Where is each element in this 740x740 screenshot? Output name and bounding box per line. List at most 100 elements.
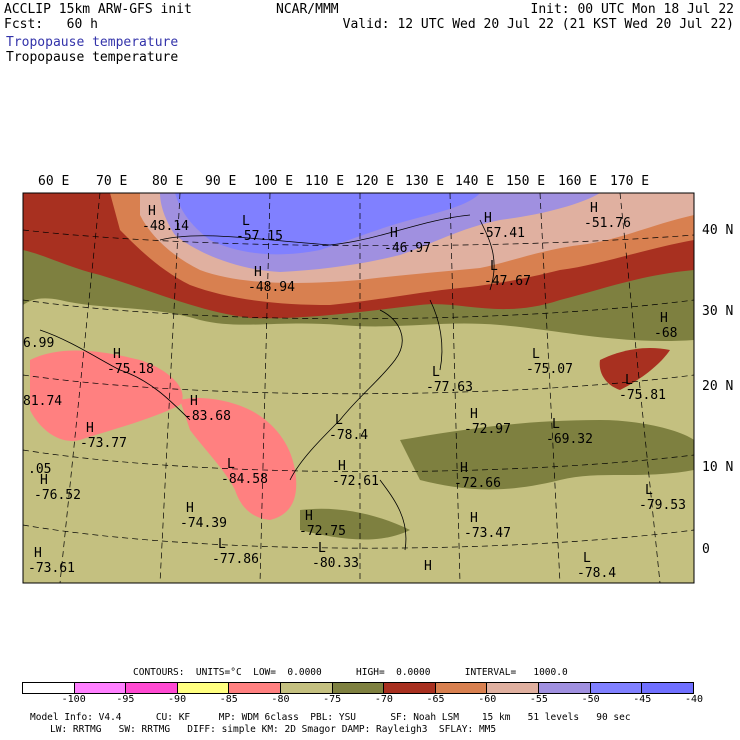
longitude-label: 80 E [152, 174, 183, 189]
extremum-marker: H [34, 546, 42, 561]
longitude-label: 60 E [38, 174, 69, 189]
model-info-line1: Model Info: V4.4 CU: KF MP: WDM 6class P… [30, 712, 631, 723]
longitude-label: 160 E [558, 174, 597, 189]
extremum-marker: H [254, 265, 262, 280]
legend-color-cell [177, 683, 230, 693]
longitude-label: 120 E [355, 174, 394, 189]
header-init-time: Init: 00 UTC Mon 18 Jul 22 [530, 2, 735, 17]
latitude-labels: 40 N 30 N 20 N 10 N 0 [702, 223, 733, 557]
extremum-value: -72.97 [464, 422, 511, 437]
extremum-marker: H [590, 201, 598, 216]
legend-tick-label: -80 [271, 694, 290, 705]
contours-info: CONTOURS: UNITS=°C LOW= 0.0000 HIGH= 0.0… [133, 667, 568, 678]
legend-tick-label: -65 [426, 694, 445, 705]
extremum-marker: H [186, 501, 194, 516]
field-title-plain: Tropopause temperature [6, 50, 179, 65]
legend-color-cell [229, 683, 282, 693]
legend-tick-label: -100 [61, 694, 86, 705]
legend-tick-label: -40 [684, 694, 704, 705]
legend-color-cell [487, 683, 540, 693]
extremum-value: 6.99 [23, 336, 54, 351]
extremum-marker: H [338, 459, 346, 474]
extremum-value: -76.52 [34, 488, 81, 503]
extremum-marker: L [432, 365, 440, 380]
legend-color-cell [281, 683, 333, 693]
legend-tick-label: -50 [581, 694, 600, 705]
longitude-label: 110 E [305, 174, 344, 189]
model-info-line2: LW: RRTMG SW: RRTMG DIFF: simple KM: 2D … [50, 724, 497, 735]
extremum-marker: H [660, 311, 668, 326]
longitude-label: 100 E [254, 174, 293, 189]
color-legend-bar [22, 682, 694, 694]
color-legend-ticks: -100 -95 -90 -85 -80 -75 -70 -65 -60 -55 -50 -45 -40… [0, 694, 740, 708]
latitude-label: 40 N [702, 223, 733, 238]
legend-tick-label: -60 [478, 694, 497, 705]
graticule [23, 193, 694, 583]
legend-color-cell [642, 683, 693, 693]
extremum-marker: L [227, 457, 235, 472]
extremum-marker: L [645, 483, 653, 498]
legend-color-cell [590, 683, 643, 693]
extremum-marker: H [470, 511, 478, 526]
extremum-value: -57.41 [478, 226, 525, 241]
extremum-value: 81.74 [23, 394, 62, 409]
longitude-label: 90 E [205, 174, 236, 189]
extremum-value: -72.61 [332, 474, 379, 489]
extremum-value: -75.07 [526, 362, 573, 377]
extremum-value: -74.39 [180, 516, 227, 531]
extremum-marker: H [190, 394, 198, 409]
longitude-label: 170 E [610, 174, 649, 189]
extremum-marker: L [242, 214, 250, 229]
legend-tick-label: -70 [374, 694, 393, 705]
latitude-label: 0 [702, 542, 710, 557]
header-valid-time: Valid: 12 UTC Wed 20 Jul 22 (21 KST Wed … [342, 17, 734, 32]
extremum-value: -73.61 [28, 561, 75, 576]
extremum-value: -48.14 [142, 219, 189, 234]
header-times: Init: 00 UTC Mon 18 Jul 22 Valid: 12 UTC… [343, 2, 734, 32]
extrema-labels: H-48.14 L-57.15 H-46.97H-57.41H-51.76H-48.… [23, 201, 686, 581]
header-model-name: ACCLIP 15km ARW-GFS init [4, 2, 192, 17]
longitude-label: 150 E [506, 174, 545, 189]
extremum-marker: H [470, 407, 478, 422]
extremum-marker: L [218, 537, 226, 552]
extremum-value: -47.67 [484, 274, 531, 289]
latitude-label: 10 N [702, 460, 733, 475]
extremum-value: -75.81 [619, 388, 666, 403]
extremum-value: -69.32 [546, 432, 593, 447]
extremum-marker: L [625, 373, 633, 388]
extremum-value: -57.15 [236, 229, 283, 244]
header-model-forecast: ACCLIP 15km ARW-GFS init Fcst: 60 h [4, 2, 192, 32]
extremum-marker: L [532, 347, 540, 362]
latitude-label: 20 N [702, 379, 733, 394]
legend-tick-label: -75 [323, 694, 342, 705]
longitude-labels: 60 E 70 E 80 E 90 E 100 E 110 E 120 E 130 E 140 … [38, 174, 649, 189]
extremum-marker: H [424, 559, 432, 574]
legend-tick-label: -90 [168, 694, 187, 705]
extremum-marker: L [318, 541, 326, 556]
extremum-marker: H [40, 473, 48, 488]
legend-color-cell [126, 683, 178, 693]
extremum-marker: H [113, 347, 121, 362]
longitude-label: 70 E [96, 174, 127, 189]
shaded-field [23, 193, 694, 583]
extremum-value: .05 [28, 462, 51, 477]
longitude-label: 140 E [455, 174, 494, 189]
extremum-marker: L [583, 551, 591, 566]
extremum-marker: L [490, 259, 498, 274]
legend-color-cell [435, 683, 488, 693]
extremum-value: -84.58 [221, 472, 268, 487]
extremum-marker: H [484, 211, 492, 226]
extremum-marker: L [552, 417, 560, 432]
coastlines [39, 214, 495, 551]
header-center-name: NCAR/MMM [276, 2, 339, 17]
legend-color-cell [74, 683, 127, 693]
extremum-value: -79.53 [639, 498, 686, 513]
extremum-value: -77.86 [212, 552, 259, 567]
legend-color-cell [23, 683, 75, 693]
extremum-value: -78.4 [329, 428, 368, 443]
legend-color-cell [539, 683, 591, 693]
legend-tick-label: -45 [633, 694, 652, 705]
extremum-value: -72.66 [454, 476, 501, 491]
extremum-value: -68 [654, 326, 677, 341]
legend-color-cell [384, 683, 436, 693]
